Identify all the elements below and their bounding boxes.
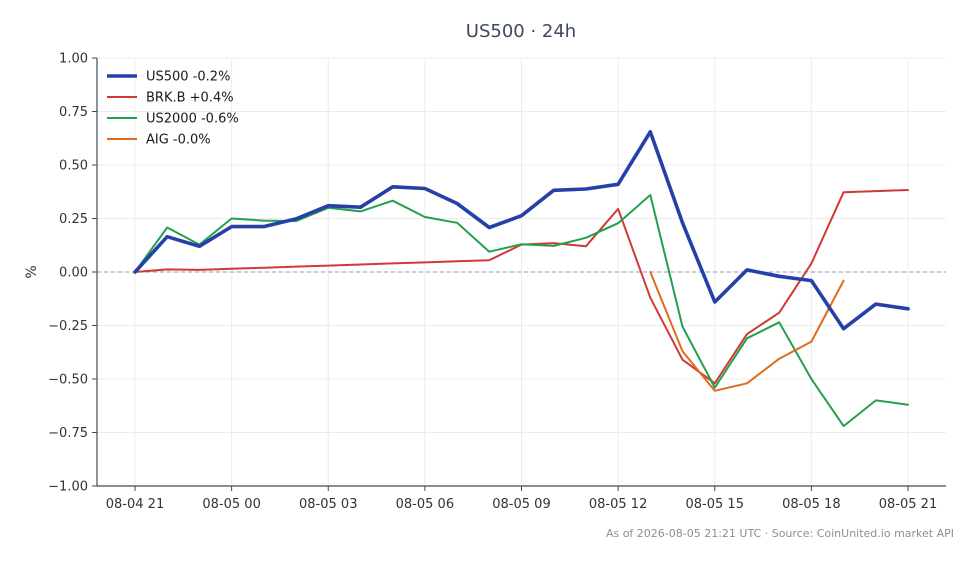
x-tick-label: 08-05 21 bbox=[879, 497, 937, 512]
y-tick-label: 0.25 bbox=[59, 212, 88, 227]
y-tick-label: −0.50 bbox=[48, 373, 88, 388]
x-tick-label: 08-05 03 bbox=[299, 497, 357, 512]
series-line-3 bbox=[134, 194, 909, 428]
x-tick-label: 08-05 00 bbox=[202, 497, 260, 512]
source-note: As of 2026-08-05 21:21 UTC · Source: Coi… bbox=[606, 527, 954, 540]
x-tick-label: 08-04 21 bbox=[106, 497, 164, 512]
legend: US500 -0.2% BRK.B +0.4% US2000 -0.6% AIG -0… bbox=[107, 70, 239, 148]
y-axis-label: % bbox=[24, 265, 40, 278]
x-tick-label: 08-05 06 bbox=[396, 497, 454, 512]
y-tick-label: 0.75 bbox=[59, 105, 88, 120]
tick-labels-layer: 1.00 0.75 0.50 0.25 0.00 −0.25 −0.50 −0.75 −1.00… bbox=[48, 52, 937, 513]
y-tick-label: −0.75 bbox=[48, 426, 88, 441]
y-tick-label: 0.50 bbox=[59, 159, 88, 174]
y-tick-label: 0.00 bbox=[59, 266, 88, 281]
series-line-4 bbox=[649, 271, 845, 392]
legend-label: US2000 -0.6% bbox=[146, 112, 239, 127]
grid-layer bbox=[97, 57, 946, 487]
y-tick-label: 1.00 bbox=[59, 52, 88, 67]
series-layer bbox=[133, 130, 910, 428]
chart-title: US500 · 24h bbox=[466, 21, 576, 42]
x-tick-label: 08-05 09 bbox=[492, 497, 550, 512]
y-tick-label: −1.00 bbox=[48, 480, 88, 495]
legend-label: AIG -0.0% bbox=[146, 133, 211, 148]
y-tick-label: −0.25 bbox=[48, 319, 88, 334]
series-line-1 bbox=[133, 130, 910, 331]
x-tick-label: 08-05 12 bbox=[589, 497, 647, 512]
x-tick-label: 08-05 15 bbox=[686, 497, 744, 512]
x-tick-label: 08-05 18 bbox=[782, 497, 840, 512]
legend-label: BRK.B +0.4% bbox=[146, 91, 234, 106]
legend-label: US500 -0.2% bbox=[146, 70, 230, 85]
